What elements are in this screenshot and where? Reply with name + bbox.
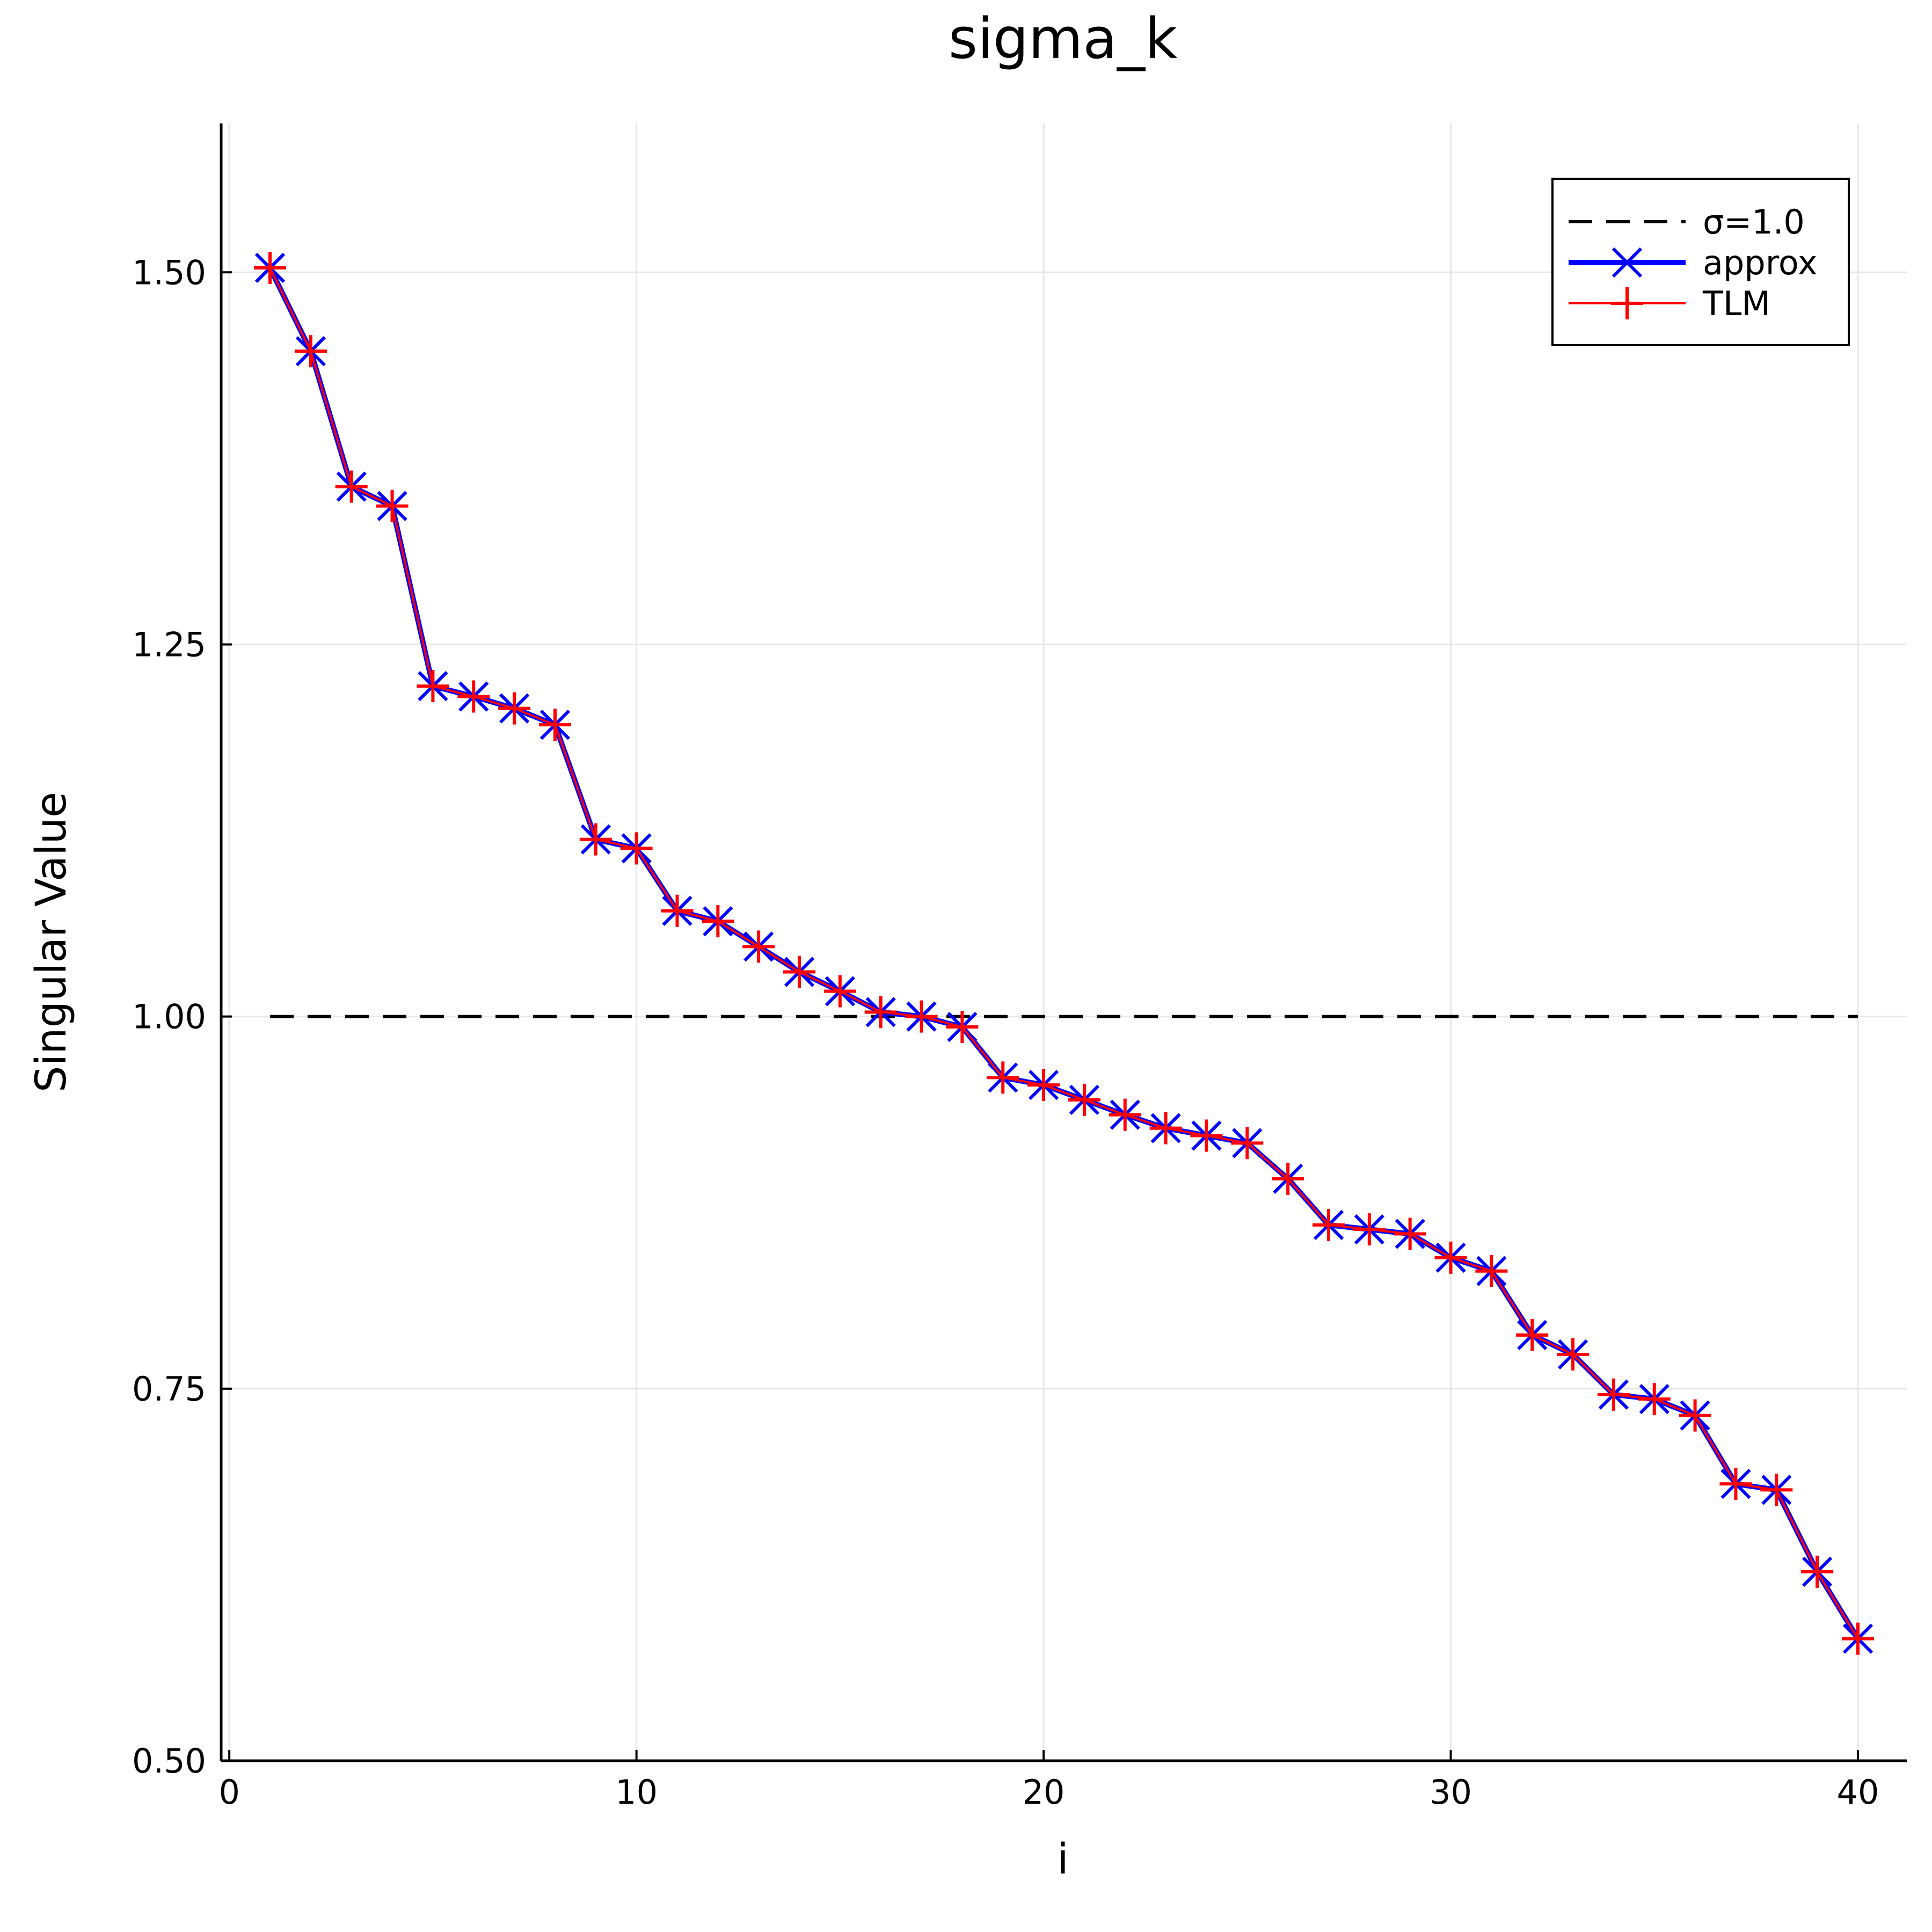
data-point-tlm — [783, 956, 816, 988]
y-tick-label: 1.25 — [132, 625, 206, 664]
series-line-tlm — [269, 267, 1859, 1639]
data-point-tlm — [742, 930, 775, 963]
axes — [220, 123, 1907, 1762]
legend-label: TLM — [1702, 284, 1770, 323]
x-tick-label: 20 — [1023, 1773, 1065, 1812]
data-point-tlm — [1719, 1468, 1752, 1500]
data-point-tlm — [987, 1061, 1019, 1094]
x-tick-label: 0 — [218, 1773, 239, 1812]
data-point-tlm — [457, 680, 490, 713]
data-point-tlm — [1068, 1083, 1100, 1116]
data-point-tlm — [946, 1011, 979, 1044]
grid — [221, 123, 1907, 1762]
x-tick-label: 30 — [1430, 1773, 1472, 1812]
legend-label: approx — [1703, 243, 1818, 282]
data-point-tlm — [1312, 1208, 1345, 1241]
y-tick-label: 1.00 — [132, 997, 206, 1037]
x-axis-label: i — [1057, 1835, 1069, 1884]
y-tick-label: 0.75 — [132, 1369, 206, 1409]
series-layer — [254, 251, 1874, 1655]
data-point-tlm — [905, 1000, 938, 1033]
legend-marker-tlm — [1611, 287, 1643, 319]
y-axis-label: Singular Value — [27, 792, 76, 1092]
data-point-tlm — [1353, 1213, 1386, 1246]
data-point-tlm — [1272, 1162, 1304, 1195]
data-point-tlm — [335, 470, 368, 503]
tick-labels: 0 10 20 30 40 0.50 0.75 1.00 1.25 1.50 — [132, 253, 1879, 1812]
data-point-tlm — [1597, 1378, 1630, 1411]
data-point-tlm — [1841, 1622, 1874, 1655]
data-point-tlm — [864, 996, 897, 1029]
data-point-tlm — [1394, 1217, 1426, 1250]
data-point-tlm — [661, 894, 694, 927]
data-point-tlm — [417, 670, 449, 703]
data-point-tlm — [579, 823, 612, 856]
data-point-tlm — [1434, 1241, 1467, 1274]
y-tick-label: 0.50 — [132, 1741, 206, 1781]
data-point-tlm — [254, 251, 287, 284]
data-point-tlm — [294, 335, 327, 368]
data-point-tlm — [702, 905, 734, 938]
series-line-approx — [267, 266, 1861, 1641]
data-point-tlm — [1149, 1112, 1182, 1144]
data-point-tlm — [376, 490, 409, 522]
data-point-tlm — [1190, 1119, 1223, 1152]
data-point-tlm — [1516, 1319, 1549, 1351]
data-point-tlm — [1475, 1255, 1508, 1287]
data-point-tlm — [1801, 1555, 1834, 1588]
data-point-tlm — [1109, 1098, 1141, 1131]
chart-title: sigma_k — [949, 6, 1177, 71]
data-point-tlm — [1231, 1127, 1264, 1160]
legend-label: σ=1.0 — [1703, 202, 1805, 242]
data-point-tlm — [538, 709, 571, 741]
legend-marker-approx — [1612, 247, 1643, 278]
x-tick-label: 10 — [615, 1773, 658, 1812]
data-point-tlm — [1638, 1383, 1671, 1416]
y-tick-label: 1.50 — [132, 253, 206, 292]
data-point-tlm — [823, 975, 856, 1008]
data-point-tlm — [1760, 1474, 1793, 1506]
data-point-tlm — [1027, 1069, 1060, 1102]
data-point-tlm — [1679, 1399, 1711, 1432]
data-point-tlm — [498, 692, 531, 725]
data-point-tlm — [1557, 1338, 1590, 1371]
data-point-tlm — [620, 832, 653, 865]
x-tick-label: 40 — [1837, 1773, 1879, 1812]
